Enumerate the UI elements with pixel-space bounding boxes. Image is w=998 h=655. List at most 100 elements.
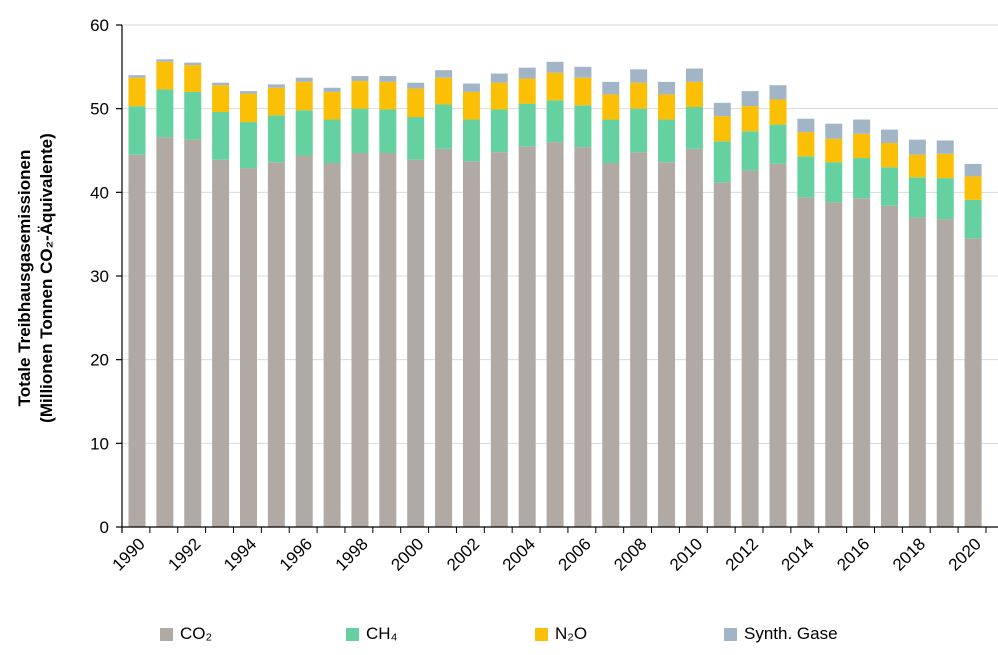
x-tick-label: 2000 — [387, 534, 427, 574]
bar-segment — [379, 109, 397, 154]
bar-segment — [769, 124, 787, 164]
bar-segment — [407, 117, 425, 160]
bar-segment — [128, 77, 146, 107]
bar-segment — [797, 156, 815, 198]
bar-segment — [490, 109, 508, 153]
x-tick-label: 1994 — [220, 534, 260, 574]
y-axis-label-line2: (Millionen Tonnen CO₂-Äquivalente) — [37, 133, 56, 423]
bar-segment — [435, 77, 453, 105]
bar-segment — [212, 85, 230, 113]
legend-swatch — [346, 627, 359, 641]
bar-segment — [184, 62, 202, 66]
bar-segment — [741, 131, 759, 171]
y-tick-label: 10 — [90, 434, 109, 453]
y-tick-label: 30 — [90, 267, 109, 286]
x-tick-label: 2008 — [610, 534, 650, 574]
bar-segment — [825, 202, 843, 527]
bar-segment — [379, 76, 397, 82]
bar-segment — [964, 238, 982, 527]
bar-segment — [267, 87, 285, 116]
bar-segment — [880, 142, 898, 168]
bar-segment — [351, 153, 369, 527]
bar-segment — [128, 75, 146, 78]
bar-segment — [853, 119, 871, 134]
y-tick-labels: 0 10 20 30 40 50 60 — [90, 16, 109, 537]
bar-segment — [713, 141, 731, 183]
bar-segment — [184, 91, 202, 140]
bar-segment — [435, 70, 453, 78]
bar-segment — [853, 133, 871, 159]
bar-segment — [741, 106, 759, 132]
bar-segment — [936, 153, 954, 179]
bar-segment — [490, 73, 508, 83]
bar-segment — [574, 105, 592, 148]
bar-segment — [518, 103, 536, 147]
legend-item: N₂O — [535, 624, 587, 644]
bar-segment — [685, 148, 703, 527]
bar-segment — [630, 69, 648, 83]
bar-segment — [574, 66, 592, 78]
bar-segment — [518, 67, 536, 79]
bar-segment — [797, 132, 815, 157]
y-tick-label: 60 — [90, 16, 109, 35]
bar-segment — [490, 152, 508, 527]
x-tick-label: 1998 — [332, 534, 372, 574]
bar-segment — [212, 112, 230, 160]
bar-segment — [825, 138, 843, 163]
bar-segment — [435, 148, 453, 527]
bar-segment — [212, 159, 230, 527]
y-tick-label: 50 — [90, 100, 109, 119]
bar-segment — [825, 123, 843, 139]
bar-segment — [964, 163, 982, 177]
legend-item: Synth. Gase — [724, 624, 838, 644]
bar-segment — [853, 158, 871, 199]
bar-segment — [685, 68, 703, 82]
bar-segment — [546, 72, 564, 101]
bar-segment — [630, 152, 648, 527]
bar-segment — [574, 147, 592, 528]
x-tick-label: 2004 — [499, 534, 539, 574]
bar-segment — [184, 139, 202, 527]
bar-segment — [741, 91, 759, 107]
bar-segment — [658, 81, 676, 95]
x-tick-label: 2014 — [778, 534, 818, 574]
bar-segment — [323, 91, 341, 120]
bar-segment — [964, 199, 982, 239]
legend-swatch — [160, 627, 173, 641]
bar-segment — [769, 99, 787, 125]
x-tick-label: 2020 — [945, 534, 985, 574]
bar-segment — [518, 78, 536, 104]
bar-segment — [128, 106, 146, 155]
bar-segment — [462, 83, 480, 92]
bar-segment — [546, 61, 564, 73]
bar-segment — [741, 170, 759, 527]
bar-segment — [156, 137, 174, 527]
legend-swatch — [535, 627, 548, 641]
bar-segment — [546, 142, 564, 527]
bar-segment — [602, 163, 620, 528]
bar-segment — [295, 77, 313, 82]
bar-segment — [351, 108, 369, 154]
bar-segment — [880, 129, 898, 143]
x-tick-label: 2018 — [889, 534, 929, 574]
legend-swatch — [724, 627, 737, 641]
bar-segment — [490, 82, 508, 110]
bar-segment — [936, 178, 954, 220]
bar-segment — [239, 91, 257, 94]
bar-segment — [602, 81, 620, 95]
bar-segment — [880, 167, 898, 206]
bar-segment — [546, 100, 564, 143]
bar-segment — [323, 163, 341, 528]
bar-segment — [908, 217, 926, 527]
bar-segment — [379, 153, 397, 527]
y-axis-label-line1: Totale Treibhausgasemissionen — [15, 150, 34, 407]
bar-segment — [267, 115, 285, 163]
bar-segment — [630, 82, 648, 109]
x-tick-label: 2010 — [666, 534, 706, 574]
bar-segment — [685, 106, 703, 149]
x-tick-labels: 1990 1992 1994 1996 1998 2000 2002 2004 2006 2008… — [109, 534, 985, 574]
bar-segment — [964, 176, 982, 200]
bar-segment — [239, 122, 257, 169]
bar-segment — [769, 163, 787, 528]
bar-segment — [267, 84, 285, 88]
